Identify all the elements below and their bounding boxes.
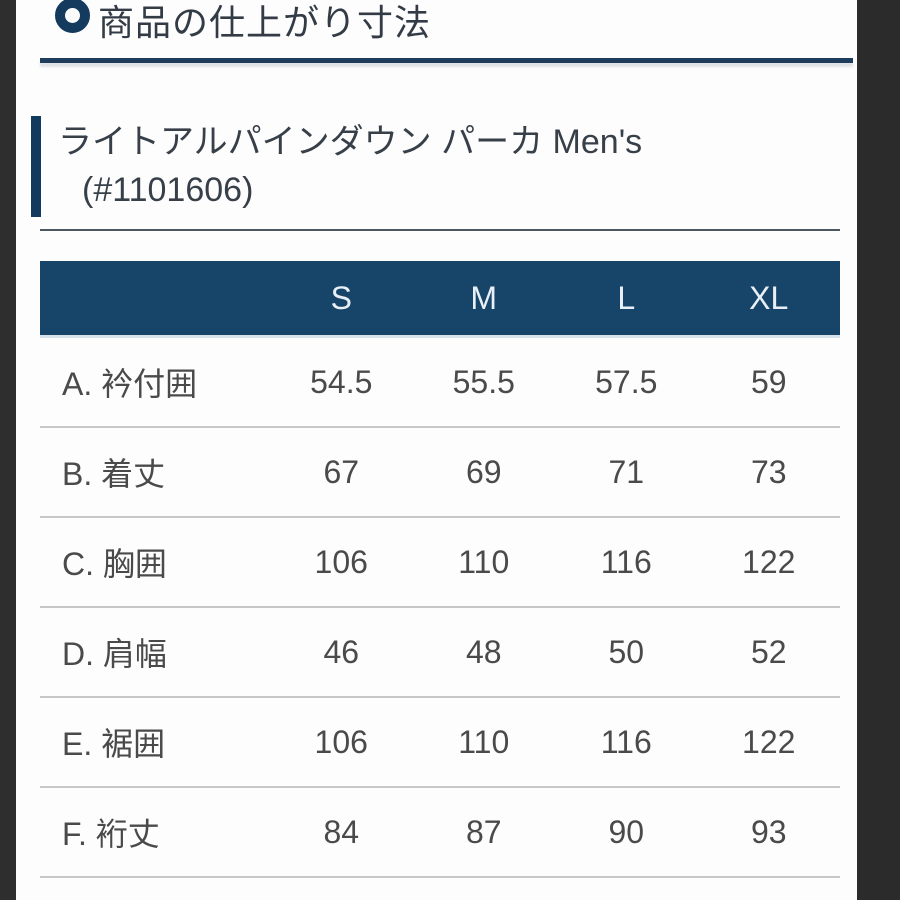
cell-value: 122 — [697, 697, 840, 788]
cell-value: 52 — [697, 607, 840, 698]
title-divider — [40, 229, 840, 231]
cell-value: 50 — [555, 607, 698, 698]
table-row-hem: E. 裾囲 106 110 116 122 — [40, 697, 840, 788]
section-title: 商品の仕上がり寸法 — [98, 2, 432, 43]
size-table-corner-cell — [40, 261, 270, 338]
row-label: D. 肩幅 — [40, 607, 270, 698]
table-row-length: B. 着丈 67 69 71 73 — [40, 427, 840, 518]
section-header-divider — [40, 58, 853, 63]
cell-value: 116 — [555, 517, 698, 608]
table-row-shoulder: D. 肩幅 46 48 50 52 — [40, 607, 840, 698]
cell-value: 110 — [412, 517, 555, 608]
row-label: C. 胸囲 — [40, 517, 270, 608]
table-row-chest: C. 胸囲 106 110 116 122 — [40, 517, 840, 608]
product-name: ライトアルパインダウン パーカ Men's — [58, 123, 643, 161]
cell-value: 46 — [270, 607, 413, 698]
title-accent-bar — [31, 116, 41, 217]
cell-value: 57.5 — [555, 336, 698, 428]
cell-value: 110 — [412, 697, 555, 788]
cell-value: 84 — [270, 787, 413, 878]
size-column-header-s: S — [270, 261, 413, 338]
product-number: (#1101606) — [82, 171, 254, 209]
cell-value: 122 — [697, 517, 840, 608]
table-row-collar: A. 衿付囲 54.5 55.5 57.5 59 — [40, 336, 840, 428]
cell-value: 106 — [270, 697, 413, 788]
right-frame-border — [857, 0, 900, 900]
cell-value: 69 — [412, 427, 555, 518]
cell-value: 48 — [412, 607, 555, 698]
size-table: S M L XL A. 衿付囲 54.5 55.5 57.5 59 B. 着丈 … — [40, 261, 840, 878]
size-column-header-l: L — [555, 261, 698, 338]
cell-value: 106 — [270, 517, 413, 608]
row-label: F. 裄丈 — [40, 787, 270, 878]
cell-value: 93 — [697, 787, 840, 878]
left-frame-border — [0, 0, 16, 900]
cell-value: 90 — [555, 787, 698, 878]
size-table-header-row: S M L XL — [40, 261, 840, 338]
cell-value: 87 — [412, 787, 555, 878]
cell-value: 67 — [270, 427, 413, 518]
content-area: 商品の仕上がり寸法 ライトアルパインダウン パーカ Men's (#110160… — [16, 0, 857, 900]
row-label: A. 衿付囲 — [40, 336, 270, 428]
row-label: E. 裾囲 — [40, 697, 270, 788]
cell-value: 73 — [697, 427, 840, 518]
cell-value: 55.5 — [412, 336, 555, 428]
cell-value: 71 — [555, 427, 698, 518]
table-row-sleeve: F. 裄丈 84 87 90 93 — [40, 787, 840, 878]
row-label: B. 着丈 — [40, 427, 270, 518]
size-column-header-xl: XL — [697, 261, 840, 338]
cell-value: 116 — [555, 697, 698, 788]
size-column-header-m: M — [412, 261, 555, 338]
cell-value: 54.5 — [270, 336, 413, 428]
product-title: ライトアルパインダウン パーカ Men's (#1101606) — [58, 116, 642, 217]
circle-ring-icon — [55, 0, 90, 33]
cell-value: 59 — [697, 336, 840, 428]
product-title-block: ライトアルパインダウン パーカ Men's (#1101606) — [31, 116, 642, 217]
